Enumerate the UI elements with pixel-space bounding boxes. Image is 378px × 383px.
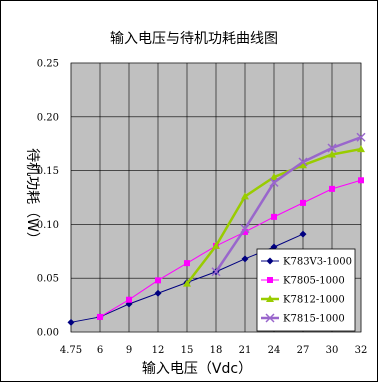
data-point [184,260,190,267]
series-K7812-1000 [183,145,365,287]
data-point [67,318,75,326]
x-tick-label: 12 [152,345,165,356]
legend-marker [266,295,274,302]
y-tick-label: 0.00 [37,328,59,339]
legend-marker [266,257,274,265]
data-point [97,313,103,320]
data-point [356,132,366,142]
legend: K783V3-1000 K7805-1000 K7812-1000 K7815-100… [256,248,356,332]
legend-marker [267,277,273,283]
y-tick-label: 0.05 [37,274,59,285]
data-point [240,224,250,234]
y-axis-ticks: 0.00 0.05 0.10 0.15 0.20 0.25 [37,59,59,339]
legend-label: K7815-1000 [283,314,345,325]
data-point [327,143,337,153]
data-point [155,277,161,284]
data-point [212,241,220,249]
x-tick-label: 32 [355,345,368,356]
data-point [298,157,308,167]
y-tick-label: 0.25 [37,59,59,70]
series-line [214,136,362,273]
x-tick-label: 27 [297,345,310,356]
data-point [242,228,248,235]
x-tick-label: 30 [326,345,339,356]
y-axis-label: 待机功耗（W） [24,148,40,246]
legend-label: K7805-1000 [283,276,345,287]
x-tick-label: 15 [181,345,194,356]
data-point [299,230,307,238]
data-point [358,177,364,184]
x-tick-label: 9 [126,345,132,356]
legend-marker [265,313,275,323]
y-tick-label: 0.15 [37,166,59,177]
data-point [211,267,221,277]
data-point [271,213,277,220]
data-point [241,255,249,263]
data-point [357,145,365,153]
data-point [269,177,279,187]
data-point [154,289,162,297]
series-K7805-1000 [97,177,364,320]
data-point [183,279,191,287]
x-tick-label: 18 [210,345,223,356]
data-point [299,161,307,169]
series-line [99,179,362,318]
series-layer [67,132,366,326]
x-axis-label: 输入电压（Vdc） [142,361,252,377]
x-tick-label: 6 [97,345,103,356]
data-point [241,192,249,200]
x-axis-ticks: 4.75 6 9 12 15 18 21 24 27 30 32 [60,345,368,356]
data-point [300,199,306,206]
data-point [329,185,335,192]
legend-label: K7812-1000 [283,295,345,306]
grid-lines [70,62,362,333]
y-tick-label: 0.20 [37,112,59,123]
x-tick-label: 21 [239,345,252,356]
x-tick-label: 4.75 [60,345,82,356]
series-K7815-1000 [211,132,366,277]
data-point [126,296,132,303]
chart-title: 输入电压与待机功耗曲线图 [110,31,278,47]
data-point [270,173,278,181]
x-tick-label: 24 [268,345,281,356]
legend-label: K783V3-1000 [283,257,352,268]
y-tick-label: 0.10 [37,220,59,231]
data-point [328,150,336,158]
